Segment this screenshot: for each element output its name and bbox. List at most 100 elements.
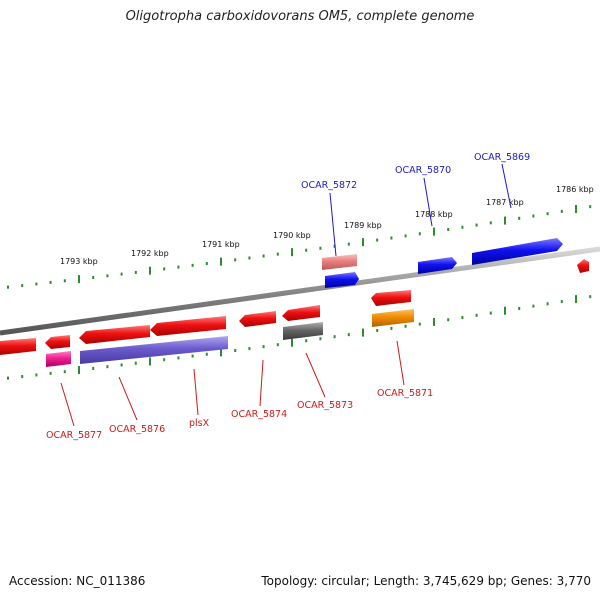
gene-label-ocar-5869[interactable]: OCAR_5869 [474,152,530,163]
outer-major-tick [362,238,364,247]
outer-minor-dot [589,205,592,209]
accession-text: Accession: NC_011386 [9,574,146,588]
outer-minor-dot [92,276,95,280]
gene-red-edge[interactable] [577,259,589,273]
scale-label-1786: 1786 kbp [556,185,594,194]
gene-label-ocar-5870[interactable]: OCAR_5870 [395,165,451,176]
outer-major-tick [149,266,151,275]
inner-minor-dot [347,333,350,337]
inner-minor-dot [589,295,592,299]
inner-minor-dot [177,356,180,360]
inner-minor-dot [560,299,563,303]
outer-major-tick [291,248,293,257]
gene-ocar-5872-feature[interactable] [322,254,357,270]
scale-label-1791: 1791 kbp [202,240,240,249]
inner-minor-dot [262,345,265,349]
gene-label-ocar-5877[interactable]: OCAR_5877 [46,430,102,441]
outer-minor-dot [163,267,166,271]
inner-minor-dot [447,318,450,322]
gene-gray[interactable] [283,322,323,340]
gene-orange[interactable] [372,309,414,327]
reverse-gene-labels: OCAR_5877 OCAR_5876 plsX OCAR_5874 OCAR_… [46,388,433,441]
outer-minor-dot [234,258,237,262]
outer-minor-dot [489,221,492,225]
outer-minor-dot [347,242,350,246]
outer-minor-dot [63,279,66,283]
gene-ocar-5874-feature[interactable] [239,311,276,327]
scale-label-1789: 1789 kbp [344,221,382,230]
outer-major-tick [504,216,506,225]
gene-red-left-edge[interactable] [0,338,36,355]
inner-minor-dot [120,363,123,367]
outer-minor-dot [35,282,38,286]
outer-minor-dot [120,272,123,276]
inner-minor-dot [305,339,308,343]
outer-minor-dot [518,216,521,220]
outer-minor-dot [134,270,137,274]
outer-scale-ticks [7,205,592,289]
gene-label-ocar-5873[interactable]: OCAR_5873 [297,400,353,411]
inner-major-tick [362,328,364,337]
outer-minor-dot [177,265,180,269]
outer-major-tick [220,257,222,266]
inner-minor-dot [546,302,549,306]
outer-major-tick [575,205,577,214]
inner-major-tick [78,366,80,375]
outer-minor-dot [106,274,109,278]
scale-label-1787: 1787 kbp [486,198,524,207]
inner-minor-dot [532,304,535,308]
inner-minor-dot [518,306,521,310]
inner-major-tick [504,306,506,315]
inner-minor-dot [63,370,66,374]
inner-minor-dot [7,376,9,380]
inner-minor-dot [35,373,38,377]
outer-minor-dot [7,285,9,289]
inner-minor-dot [489,311,492,315]
gene-ocar-5877-feature[interactable] [45,335,70,349]
outer-major-tick [78,275,80,284]
genome-backbone [0,246,600,336]
outer-minor-dot [376,238,379,242]
gene-label-ocar-5876[interactable]: OCAR_5876 [109,424,165,435]
scale-label-1788: 1788 kbp [415,210,453,219]
gene-ocar-5869-feature[interactable] [472,238,563,265]
inner-minor-dot [191,354,194,358]
inner-minor-dot [163,358,166,362]
gene-magenta[interactable] [46,351,71,367]
forward-strand-genes [322,238,589,288]
gene-label-ocar-5872[interactable]: OCAR_5872 [301,180,357,191]
outer-minor-dot [262,254,265,258]
inner-minor-dot [319,337,322,341]
inner-minor-dot [248,347,251,351]
gene-purple[interactable] [80,336,228,364]
inner-minor-dot [418,322,421,326]
outer-minor-dot [475,223,478,227]
inner-minor-dot [134,361,137,365]
gene-ocar-5871-feature[interactable] [371,290,411,306]
outer-minor-dot [21,284,24,288]
inner-minor-dot [333,335,336,339]
gene-label-ocar-5871[interactable]: OCAR_5871 [377,388,433,399]
outer-minor-dot [461,225,464,229]
inner-minor-dot [376,329,379,333]
gene-ocar-5873-feature[interactable] [282,305,320,321]
gene-label-ocar-5874[interactable]: OCAR_5874 [231,409,287,420]
outer-minor-dot [49,280,52,284]
inner-major-tick [433,317,435,326]
gene-ocar-5870-feature[interactable] [418,257,457,274]
inner-minor-dot [92,366,95,370]
inner-minor-dot [475,313,478,317]
gene-ocar-5876-feature[interactable] [79,325,150,344]
gene-label-plsx[interactable]: plsX [189,418,210,429]
gene-blue-1[interactable] [325,272,359,288]
inner-scale-ticks [7,295,592,380]
outer-minor-dot [532,214,535,218]
outer-minor-dot [560,209,563,213]
inner-major-tick [220,348,222,357]
label-leader-lines [60,163,512,427]
inner-minor-dot [205,352,208,356]
inner-minor-dot [390,326,393,330]
gene-plsx-feature[interactable] [150,316,226,336]
outer-minor-dot [205,262,208,266]
